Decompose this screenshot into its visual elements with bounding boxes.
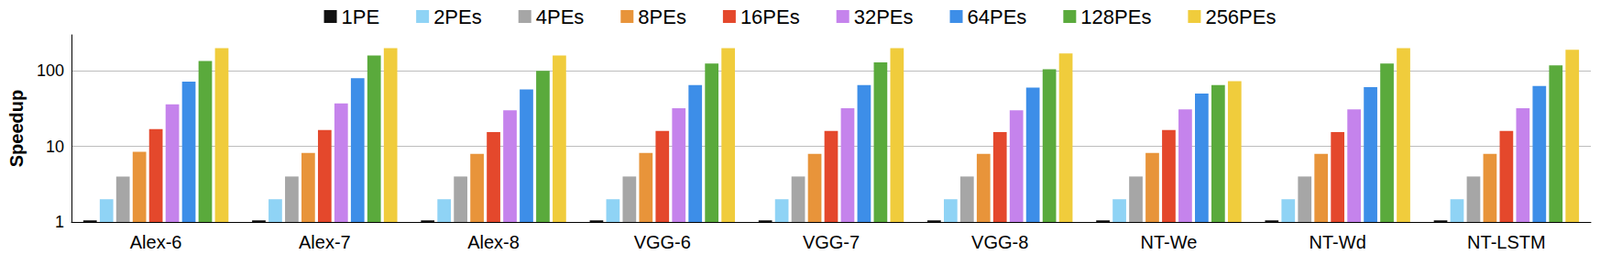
svg-text:10: 10	[45, 137, 65, 156]
svg-text:1: 1	[54, 212, 65, 231]
svg-text:4PEs: 4PEs	[536, 5, 585, 29]
svg-text:Speedup: Speedup	[6, 89, 27, 167]
svg-text:Alex-7: Alex-7	[298, 231, 351, 253]
svg-text:64PEs: 64PEs	[967, 5, 1028, 29]
svg-text:VGG-6: VGG-6	[634, 231, 691, 253]
svg-text:100: 100	[36, 61, 65, 80]
svg-text:NT-We: NT-We	[1140, 231, 1198, 253]
svg-text:2PEs: 2PEs	[433, 5, 483, 29]
svg-text:256PEs: 256PEs	[1205, 5, 1276, 29]
svg-text:8PEs: 8PEs	[637, 5, 687, 29]
svg-text:16PEs: 16PEs	[740, 5, 800, 29]
svg-text:Alex-8: Alex-8	[467, 231, 520, 253]
svg-text:VGG-8: VGG-8	[971, 231, 1029, 253]
svg-text:128PEs: 128PEs	[1080, 5, 1151, 29]
svg-text:Alex-6: Alex-6	[130, 231, 183, 253]
svg-text:1PE: 1PE	[341, 5, 381, 29]
svg-text:VGG-7: VGG-7	[802, 231, 860, 253]
svg-text:NT-Wd: NT-Wd	[1309, 231, 1367, 253]
svg-text:NT-LSTM: NT-LSTM	[1467, 231, 1546, 253]
svg-text:32PEs: 32PEs	[854, 5, 914, 29]
